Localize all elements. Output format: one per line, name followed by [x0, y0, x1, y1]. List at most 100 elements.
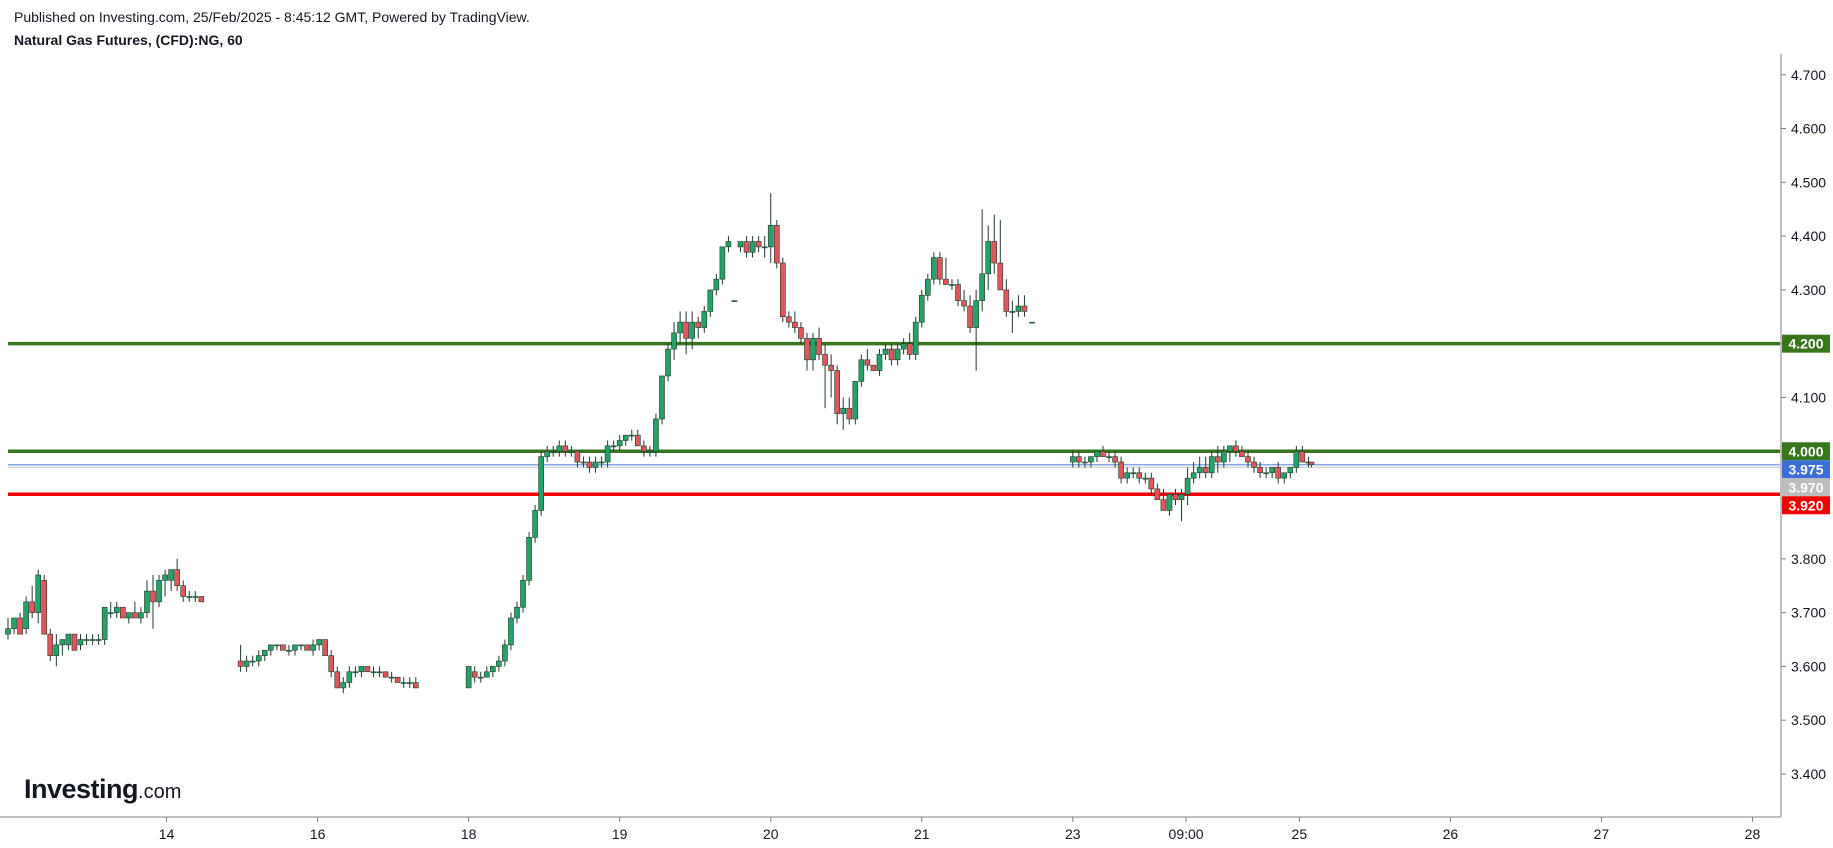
candle-up	[1287, 467, 1294, 474]
candle-down	[198, 596, 205, 603]
candle-up	[113, 606, 120, 613]
candle-up	[156, 580, 162, 603]
candle-up	[592, 461, 599, 468]
candle-up	[973, 300, 979, 328]
candle-up	[749, 241, 756, 253]
candle-up	[483, 671, 490, 678]
investing-logo[interactable]: Investing.com	[24, 774, 181, 805]
candle-down	[773, 225, 780, 264]
publish-info: Published on Investing.com, 25/Feb/2025 …	[14, 9, 530, 25]
x-tick-label: 28	[1745, 826, 1761, 842]
candle-down	[1076, 456, 1082, 463]
candle-up	[1094, 450, 1100, 457]
candle-up	[298, 644, 304, 647]
candle-up	[912, 321, 919, 355]
candle-down	[47, 633, 54, 656]
candle-up	[671, 332, 677, 350]
candle-down	[1251, 461, 1257, 468]
candle-down	[743, 241, 750, 253]
price-badge	[1782, 496, 1830, 515]
candle-down	[1214, 456, 1221, 463]
candle-down	[683, 321, 689, 339]
candle-up	[1015, 305, 1022, 312]
candle-down	[786, 316, 792, 323]
candle-up	[604, 445, 611, 463]
candle-up	[352, 671, 359, 674]
candle-up	[243, 660, 250, 667]
candle-up	[1130, 472, 1137, 475]
price-badge	[1782, 478, 1830, 497]
candle-up	[761, 246, 768, 249]
candle-up	[162, 574, 168, 581]
candle-up	[544, 450, 550, 457]
candle-down	[834, 370, 840, 414]
candle-down	[641, 445, 647, 452]
candle-up	[622, 434, 629, 441]
price-badge	[1782, 334, 1830, 353]
candle-down	[1308, 461, 1315, 466]
candle-down	[132, 612, 138, 619]
candle-up	[89, 639, 96, 641]
candle-down	[828, 364, 834, 371]
candle-down	[991, 241, 998, 264]
candle-down	[888, 348, 895, 361]
candle-up	[1184, 477, 1191, 495]
y-tick-label: 4.600	[1791, 121, 1826, 137]
candle-up	[713, 278, 720, 291]
candle-up	[737, 241, 744, 248]
candle-up	[316, 639, 322, 646]
candle-up	[11, 617, 17, 630]
candle-up	[665, 348, 671, 377]
candle-down	[322, 639, 328, 656]
candle-up	[490, 666, 496, 673]
candle-up	[310, 644, 316, 651]
candle-down	[1112, 456, 1118, 463]
y-tick-label: 3.600	[1791, 658, 1826, 674]
candle-down	[1100, 450, 1106, 457]
candles-layer	[5, 193, 1315, 694]
candle-up	[53, 644, 60, 656]
x-tick-label: 18	[461, 826, 477, 842]
candle-up	[1263, 472, 1269, 475]
candle-up	[725, 241, 732, 248]
logo-main: Investing	[24, 774, 139, 804]
candle-up	[1106, 456, 1112, 458]
horizontal-lines-layer	[8, 341, 1780, 497]
candle-up	[255, 655, 262, 662]
x-tick-label: 21	[914, 826, 930, 842]
candle-down	[1239, 450, 1245, 457]
candle-up	[1190, 472, 1197, 479]
x-tick-label: 23	[1065, 826, 1081, 842]
candle-down	[1154, 488, 1161, 500]
candle-up	[653, 418, 659, 452]
y-tick-label: 3.400	[1791, 766, 1826, 782]
candle-down	[937, 257, 943, 280]
candle-up	[858, 359, 865, 382]
x-tick-label: 27	[1594, 826, 1610, 842]
candle-up	[186, 596, 193, 598]
candle-up	[538, 456, 544, 511]
candle-down	[1275, 467, 1281, 479]
candle-down	[574, 450, 581, 463]
candle-down	[29, 601, 35, 613]
candle-up	[77, 639, 84, 646]
price-badge	[1782, 460, 1830, 479]
price-badges-layer: 4.200 4.000 3.975 3.970 3.920	[1782, 334, 1830, 515]
candle-up	[1269, 467, 1275, 474]
y-tick-label: 3.500	[1791, 712, 1826, 728]
candle-down	[364, 666, 371, 673]
candle-up	[882, 348, 889, 355]
candle-down	[304, 644, 310, 651]
candle-up	[659, 375, 665, 420]
y-tick-label: 4.100	[1791, 389, 1826, 405]
candle-down	[1021, 305, 1028, 312]
candle-down	[906, 343, 913, 355]
candle-down	[412, 682, 419, 689]
candle-up	[274, 644, 280, 647]
candle-down	[1257, 467, 1263, 474]
candle-down	[997, 262, 1004, 291]
candle-down	[804, 338, 810, 361]
candle-up	[508, 617, 514, 646]
candle-up	[580, 461, 587, 464]
